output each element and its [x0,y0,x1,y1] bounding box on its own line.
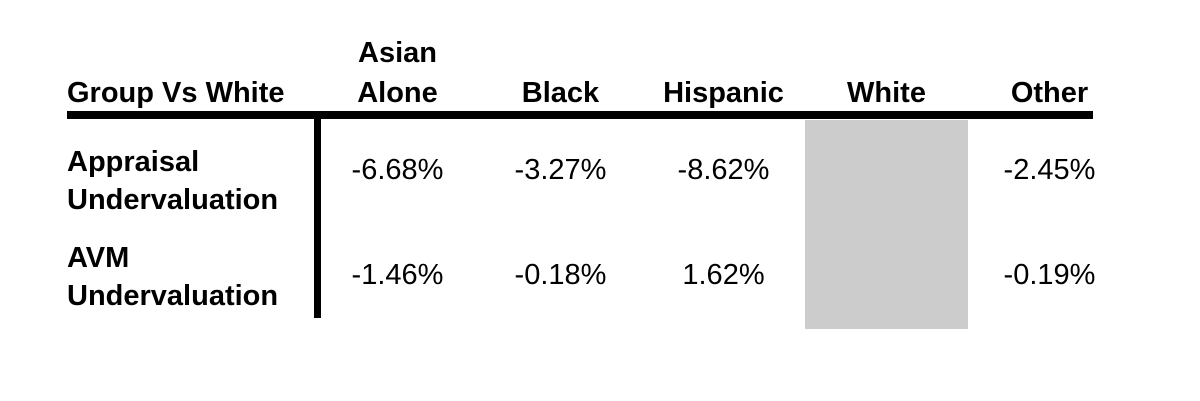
cell-avm-black: -0.18% [514,259,607,291]
column-header-hispanic: Hispanic [663,77,784,109]
column-header-asian-alone: Asian Alone [316,33,479,113]
cell-appraisal-black: -3.27% [514,154,607,186]
cell-avm-asian-alone: -1.46% [351,259,444,291]
column-header-line: Alone [357,77,438,109]
header-rule [67,111,1093,119]
cell-avm-other: -0.19% [1003,259,1096,291]
cell-appraisal-asian-alone: -6.68% [351,154,444,186]
column-header-black: Black [521,77,600,109]
row-label-line: Undervaluation [67,184,279,216]
cell-appraisal-other: -2.45% [1003,154,1096,186]
row-label-appraisal-undervaluation: Appraisal Undervaluation [67,143,278,219]
column-header-line: Asian [358,37,437,69]
row-label-line: Undervaluation [67,280,279,312]
column-header-other: Other [1010,77,1089,109]
cell-appraisal-hispanic: -8.62% [677,154,770,186]
row-label-divider-rule [314,111,321,318]
cell-avm-hispanic: 1.62% [682,259,765,291]
white-column-shaded-cell [805,120,968,329]
row-label-line: Appraisal [67,146,200,178]
corner-header: Group Vs White [67,77,285,109]
row-label-avm-undervaluation: AVM Undervaluation [67,239,278,315]
column-header-white: White [847,77,926,109]
row-label-line: AVM [67,242,130,274]
